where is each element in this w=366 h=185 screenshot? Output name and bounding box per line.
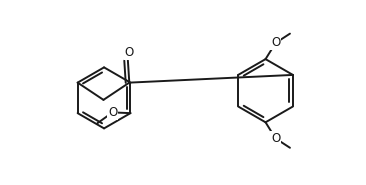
Text: O: O: [125, 46, 134, 59]
Text: O: O: [271, 132, 280, 145]
Text: O: O: [108, 106, 117, 119]
Text: O: O: [271, 36, 280, 49]
